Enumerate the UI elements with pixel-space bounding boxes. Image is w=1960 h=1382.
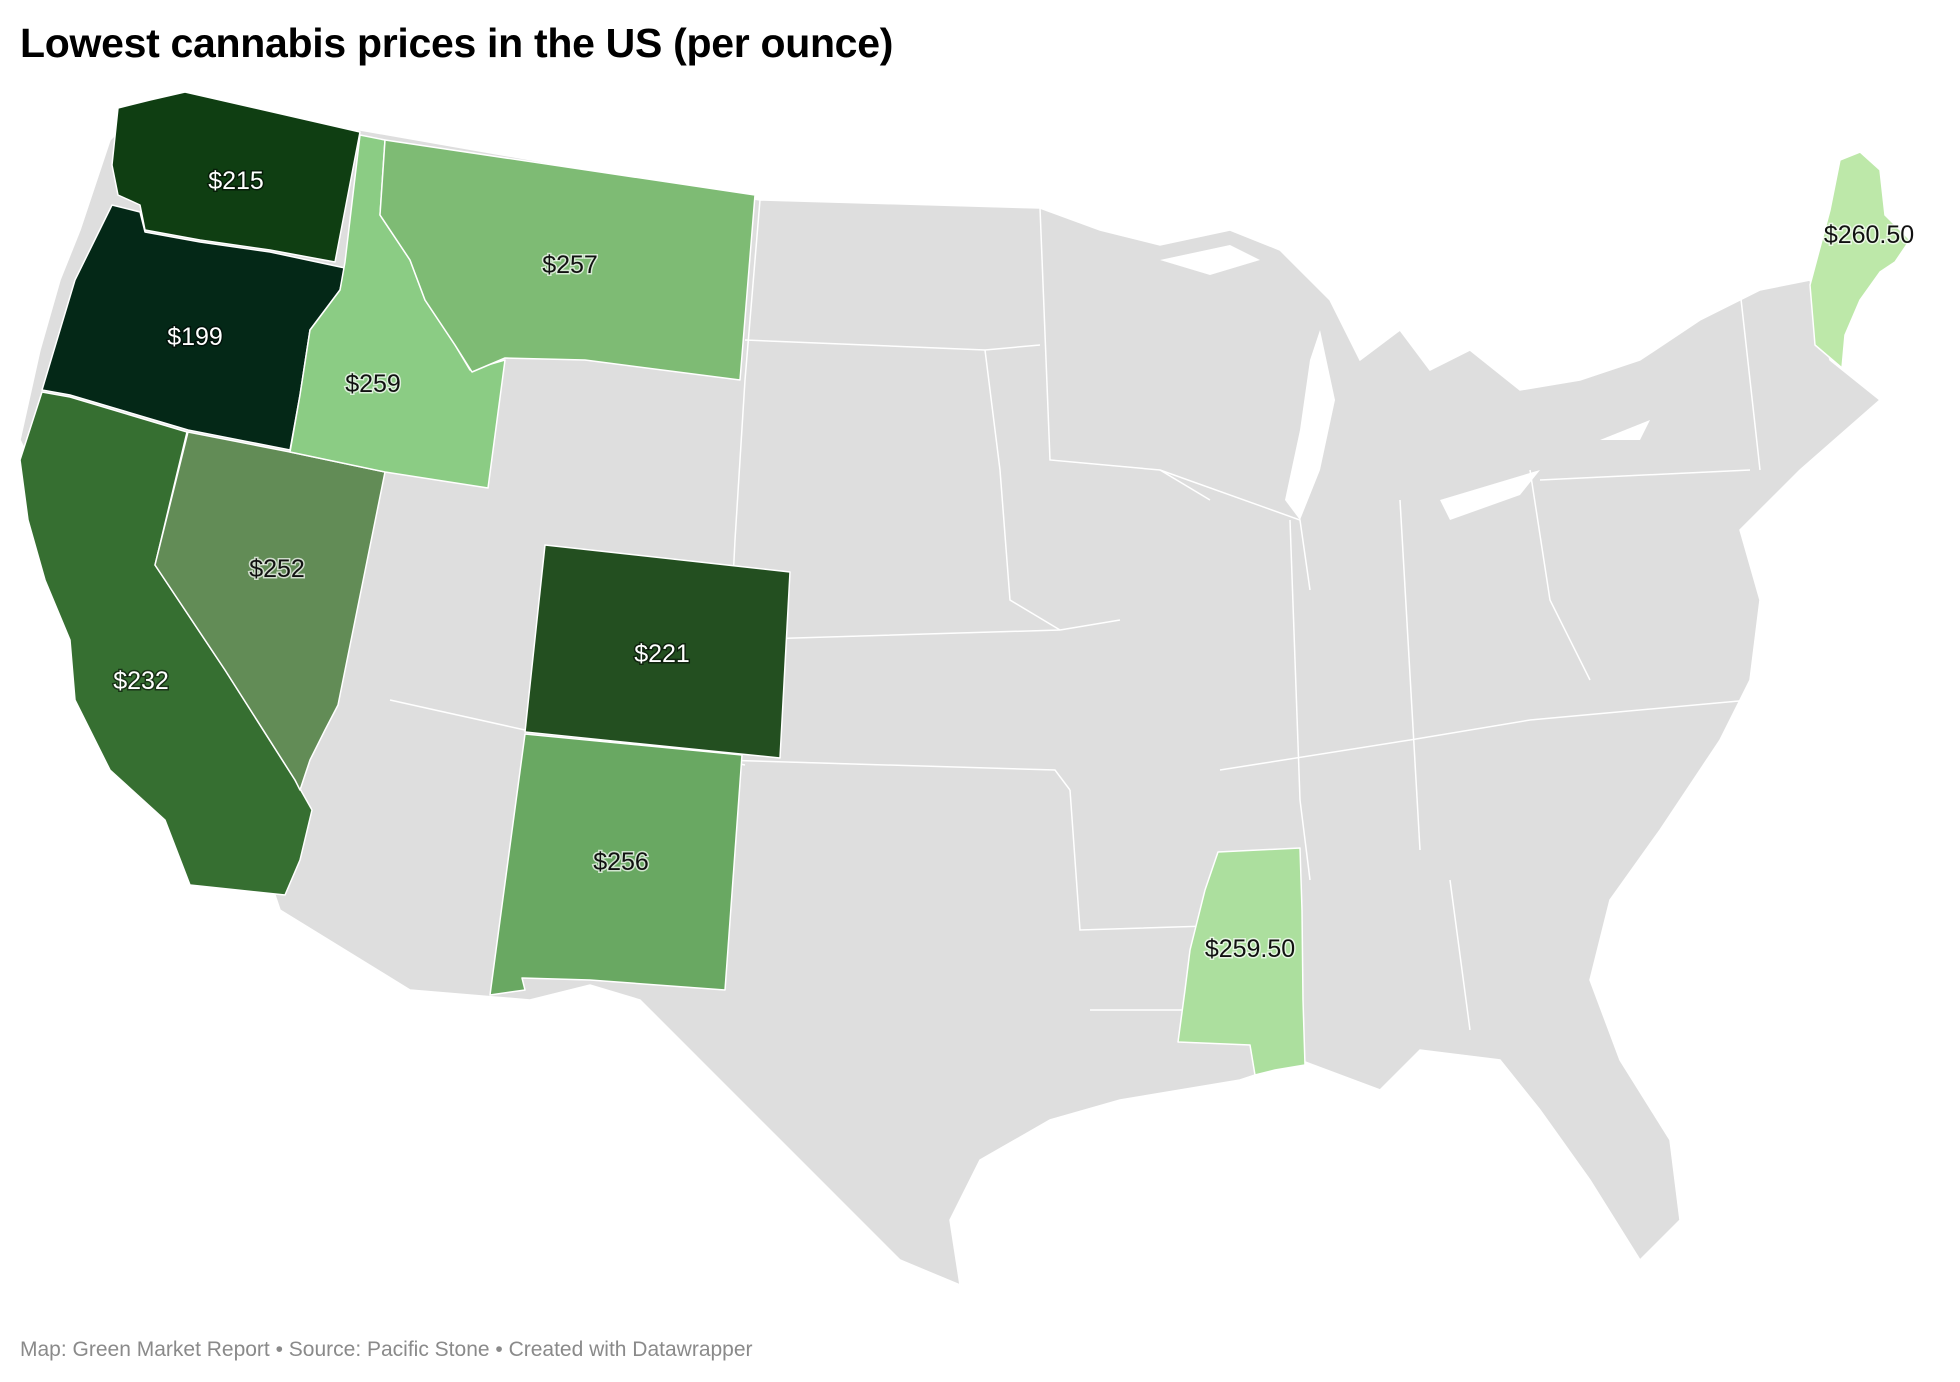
source-footer: Map: Green Market Report • Source: Pacif… [20, 1338, 753, 1361]
label-california: $232 [113, 667, 169, 695]
state-new-mexico[interactable] [489, 733, 743, 996]
chart-title: Lowest cannabis prices in the US (per ou… [20, 20, 894, 66]
label-oregon: $199 [167, 323, 223, 351]
label-montana: $257 [542, 251, 598, 279]
label-washington: $215 [208, 167, 264, 195]
label-colorado: $221 [634, 640, 690, 668]
great-lakes [1160, 245, 1650, 520]
state-colorado[interactable] [524, 544, 791, 759]
state-washington[interactable] [111, 91, 361, 263]
label-mississippi: $259.50 [1205, 935, 1295, 963]
state-maine[interactable] [1809, 151, 1911, 369]
state-borders [389, 199, 1761, 1031]
label-maine: $260.50 [1824, 221, 1914, 249]
state-mississippi[interactable] [1177, 847, 1306, 1076]
state-montana[interactable] [379, 139, 756, 381]
label-nevada: $252 [249, 555, 305, 583]
label-new-mexico: $256 [593, 848, 649, 876]
label-idaho: $259 [345, 370, 401, 398]
